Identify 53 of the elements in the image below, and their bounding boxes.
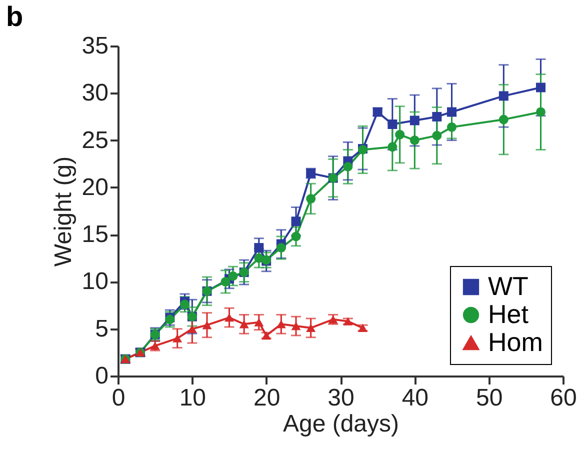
y-axis-title: Weight (g): [50, 156, 77, 267]
point: [388, 142, 398, 152]
point: [410, 116, 420, 126]
point: [254, 243, 264, 253]
x-tick-label: 60: [550, 384, 577, 412]
point: [172, 334, 182, 342]
point: [395, 130, 405, 140]
x-tick-label: 10: [179, 384, 206, 412]
point: [291, 322, 301, 330]
y-tick-label: 20: [82, 174, 108, 201]
point: [239, 320, 249, 328]
point: [150, 342, 160, 350]
point: [306, 194, 316, 204]
point: [432, 130, 442, 140]
legend-label: Het: [488, 299, 530, 329]
x-tick-label: 50: [476, 384, 503, 412]
point: [202, 320, 212, 330]
legend-label: WT: [488, 271, 529, 301]
point: [432, 112, 442, 122]
x-tick-label: 0: [112, 384, 126, 412]
point: [276, 320, 286, 328]
point: [536, 107, 546, 117]
point: [388, 120, 398, 129]
point: [276, 243, 286, 253]
x-axis-title: Age (days): [282, 410, 400, 438]
point: [254, 318, 264, 326]
x-tick-label: 40: [402, 384, 429, 412]
y-tick-label: 5: [95, 315, 108, 342]
point: [291, 216, 301, 226]
point: [447, 107, 456, 117]
point: [343, 162, 353, 172]
point: [498, 114, 508, 124]
legend-label: Hom: [488, 327, 543, 357]
x-tick-label: 20: [253, 384, 280, 412]
point: [228, 271, 238, 281]
point: [306, 324, 316, 332]
point: [447, 122, 456, 132]
point: [498, 91, 508, 101]
y-tick-label: 35: [82, 32, 108, 60]
chart-title: b: [6, 1, 24, 32]
y-tick-label: 10: [82, 268, 108, 296]
point: [291, 232, 301, 242]
point: [220, 276, 230, 286]
y-tick-label: 25: [82, 126, 108, 154]
y-tick-label: 15: [82, 221, 108, 248]
point: [372, 107, 382, 117]
point: [410, 136, 420, 146]
point: [187, 324, 197, 333]
point: [536, 82, 546, 92]
y-tick-label: 0: [95, 362, 108, 390]
x-tick-label: 30: [328, 384, 354, 412]
point: [180, 300, 190, 310]
y-tick-label: 30: [82, 80, 108, 107]
